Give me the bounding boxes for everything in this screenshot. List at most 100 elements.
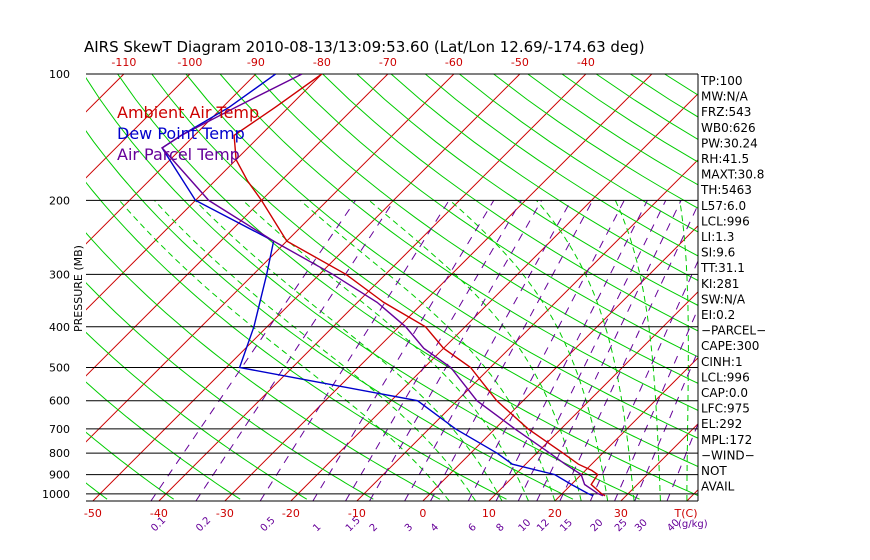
- bottom-temp-tick-label: 10: [482, 507, 496, 520]
- index-entry: LCL:996: [701, 370, 750, 384]
- pressure-tick-label: 500: [49, 361, 70, 374]
- top-temp-tick-label: -90: [247, 56, 265, 69]
- index-entry: LI:1.3: [701, 230, 734, 244]
- pressure-tick-label: 700: [49, 423, 70, 436]
- index-entry: AVAIL: [701, 480, 735, 494]
- bottom-temp-unit: T(C): [674, 507, 698, 520]
- isotherm-line: [819, 74, 870, 501]
- index-entry: TT:31.1: [700, 261, 745, 275]
- dry-adiabat-line: [253, 74, 698, 384]
- mixing-ratio-label: 10: [517, 517, 534, 534]
- dry-adiabat-line: [86, 282, 374, 500]
- mixing-ratio-line: [495, 200, 648, 501]
- mixing-ratio-line: [195, 200, 395, 501]
- dry-adiabat-line: [86, 77, 640, 500]
- index-entry: EI:0.2: [701, 308, 735, 322]
- isotherm-line: [86, 74, 191, 179]
- index-entry: MW:N/A: [701, 90, 749, 104]
- mixing-ratio-line: [559, 203, 698, 501]
- chart-title: AIRS SkewT Diagram 2010-08-13/13:09:53.6…: [84, 38, 645, 56]
- mixing-ratio-line: [369, 200, 543, 501]
- legend-ambient-air-temp: Ambient Air Temp: [117, 103, 259, 122]
- mixing-ratio-line: [467, 200, 625, 501]
- dry-adiabat-line: [836, 74, 870, 499]
- index-entry: TP:100: [700, 74, 743, 88]
- dry-adiabat-line: [86, 331, 308, 500]
- top-temp-tick-label: -70: [379, 56, 397, 69]
- index-entry: TH:5463: [700, 183, 752, 197]
- isotherm-line: [356, 159, 698, 501]
- dry-adiabat-line: [86, 431, 174, 500]
- mixing-ratio-line: [345, 200, 522, 501]
- isotherm-line: [86, 74, 389, 377]
- pressure-tick-label: 100: [49, 68, 70, 81]
- dry-adiabat-line: [322, 74, 698, 332]
- index-entry: CINH:1: [701, 355, 743, 369]
- dry-adiabat-line: [288, 74, 698, 358]
- index-entry: FRZ:543: [701, 105, 751, 119]
- index-entry: −WIND−: [701, 448, 755, 462]
- dry-adiabat-line: [356, 74, 698, 306]
- mixing-ratio-unit: (g/kg): [678, 519, 708, 530]
- bottom-temp-tick-label: -30: [216, 507, 234, 520]
- index-entry: −PARCEL−: [701, 324, 766, 338]
- mixing-ratio-line: [312, 200, 495, 501]
- mixing-ratio-line: [404, 200, 572, 501]
- mixing-ratio-line: [150, 200, 356, 501]
- mixing-ratio-label: 0.2: [194, 515, 213, 534]
- isotherm-line: [86, 74, 455, 443]
- dry-adiabat-line: [390, 74, 698, 282]
- mixing-ratio-label: 6: [467, 522, 479, 534]
- dry-adiabat-line: [86, 232, 441, 500]
- index-entry: WB0:626: [701, 121, 756, 135]
- isotherm-line: [422, 225, 698, 501]
- bottom-temp-tick-label: 0: [419, 507, 426, 520]
- bottom-temp-tick-label: -50: [84, 507, 102, 520]
- legend-air-parcel-temp: Air Parcel Temp: [117, 145, 240, 164]
- moist-adiabat-line: [536, 200, 635, 501]
- bottom-temp-tick-label: 30: [614, 507, 628, 520]
- moist-adiabat-line: [679, 200, 689, 501]
- isotherm-line: [92, 74, 521, 501]
- background-grid: [0, 74, 870, 501]
- legend-dew-point-temp: Dew Point Temp: [117, 124, 245, 143]
- moist-adiabat-line: [299, 200, 556, 501]
- mixing-ratio-label: 1: [311, 522, 323, 534]
- index-entry: L57:6.0: [701, 199, 746, 213]
- top-temp-tick-label: -40: [577, 56, 595, 69]
- pressure-tick-label: 400: [49, 321, 70, 334]
- mixing-ratio-line: [517, 200, 667, 501]
- index-entry: CAPE:300: [701, 339, 759, 353]
- index-entry: RH:41.5: [701, 152, 749, 166]
- isotherm-line: [0, 74, 58, 501]
- pressure-tick-label: 1000: [42, 488, 70, 501]
- dry-adiabat-line: [151, 74, 698, 468]
- index-entry: KI:281: [701, 277, 739, 291]
- mixing-ratio-label: 4: [429, 522, 441, 534]
- pressure-tick-label: 600: [49, 395, 70, 408]
- isotherm-line: [224, 74, 653, 501]
- isotherm-line: [86, 74, 257, 245]
- index-entry: SI:9.6: [701, 246, 735, 260]
- index-entry: LFC:975: [701, 402, 750, 416]
- index-entry: LCL:996: [701, 214, 750, 228]
- top-temp-tick-label: -80: [313, 56, 331, 69]
- moist-adiabat-line: [242, 200, 529, 501]
- index-entry: CAP:0.0: [701, 386, 748, 400]
- dry-adiabat-line: [493, 74, 698, 209]
- mixing-ratio-line: [430, 200, 594, 501]
- dry-adiabat-line: [86, 181, 507, 500]
- isotherm-line: [753, 74, 870, 501]
- air-parcel-temp-curve: [161, 74, 604, 497]
- dry-adiabat-line: [424, 74, 698, 257]
- top-temp-tick-label: -50: [511, 56, 529, 69]
- isotherm-line: [620, 423, 698, 501]
- bottom-temp-tick-label: -40: [150, 507, 168, 520]
- moist-adiabat-line: [119, 200, 450, 501]
- bottom-temp-tick-label: -20: [282, 507, 300, 520]
- isotherm-line: [290, 93, 698, 501]
- isotherm-line: [86, 74, 125, 113]
- top-temp-tick-label: -100: [177, 56, 202, 69]
- mixing-ratio-line: [536, 200, 682, 501]
- ambient-air-temp-curve: [233, 74, 606, 497]
